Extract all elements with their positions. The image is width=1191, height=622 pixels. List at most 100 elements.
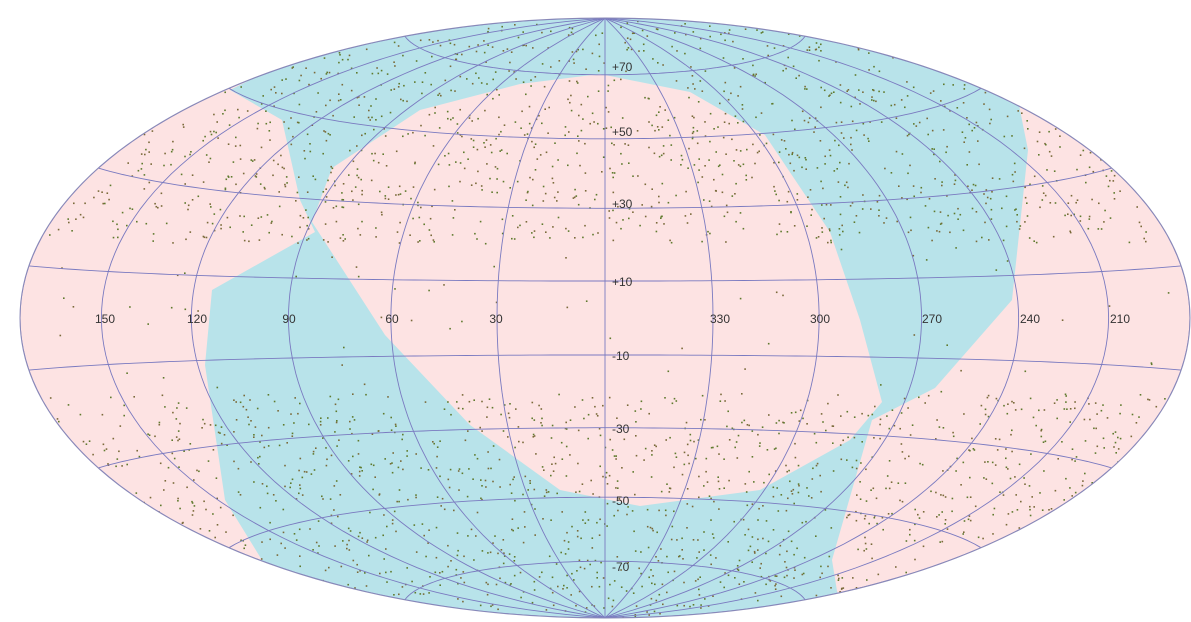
point [1012, 180, 1015, 183]
point [201, 427, 203, 429]
point [933, 148, 935, 150]
point [177, 439, 179, 442]
point [436, 455, 438, 458]
point [435, 467, 438, 469]
point [256, 127, 259, 130]
point [845, 181, 848, 184]
point [1085, 181, 1087, 184]
point [545, 231, 547, 233]
point [620, 152, 622, 155]
point [878, 194, 881, 197]
point [724, 112, 727, 115]
point [577, 429, 580, 432]
point [830, 92, 833, 95]
point [1050, 155, 1053, 157]
point [1005, 225, 1008, 228]
point [963, 88, 966, 90]
point [974, 184, 977, 187]
point [359, 570, 361, 572]
point [212, 513, 214, 515]
point [773, 161, 775, 164]
point [143, 133, 146, 136]
point [1039, 206, 1041, 209]
point [748, 470, 750, 473]
point [335, 220, 338, 223]
point [1100, 159, 1102, 161]
point [561, 511, 563, 513]
point [173, 457, 176, 460]
point [558, 60, 561, 62]
point [317, 552, 319, 554]
point [360, 178, 362, 181]
point [365, 48, 368, 51]
point [359, 234, 362, 236]
point [847, 436, 849, 439]
point [698, 169, 700, 171]
point [974, 505, 977, 508]
point [309, 143, 311, 145]
point [526, 133, 529, 135]
point [1011, 429, 1013, 432]
point [393, 88, 396, 90]
point [299, 402, 301, 405]
point [357, 453, 360, 455]
point [239, 494, 242, 496]
point [752, 73, 755, 76]
point [658, 155, 661, 158]
point [382, 534, 384, 537]
point [311, 124, 314, 126]
point [908, 455, 910, 458]
point [244, 544, 247, 546]
point [1067, 202, 1070, 204]
point [891, 409, 894, 411]
point [603, 62, 605, 64]
point [933, 210, 936, 213]
point [390, 89, 392, 91]
point [1015, 208, 1017, 210]
point [339, 99, 342, 101]
point [49, 397, 52, 399]
point [119, 425, 122, 427]
point [856, 494, 858, 496]
point [751, 176, 753, 179]
point [593, 121, 595, 123]
point [985, 478, 988, 480]
point [364, 132, 366, 135]
point [655, 28, 658, 30]
point [1029, 183, 1031, 186]
point [356, 563, 358, 566]
point [564, 427, 567, 430]
point [694, 580, 697, 582]
point [624, 143, 626, 145]
point [703, 199, 705, 201]
point [390, 570, 392, 573]
point [402, 135, 404, 138]
point [503, 124, 506, 126]
point [741, 104, 744, 106]
point [751, 503, 754, 505]
point [498, 458, 501, 461]
point [819, 474, 821, 477]
point [430, 234, 432, 237]
point [1029, 514, 1032, 517]
point [154, 435, 156, 438]
point [468, 468, 470, 470]
point [161, 394, 164, 397]
point [278, 444, 281, 447]
point [353, 419, 356, 421]
point [428, 592, 430, 594]
point [608, 210, 610, 212]
point [491, 604, 494, 606]
point [701, 90, 704, 92]
point [534, 76, 537, 78]
point [307, 237, 310, 240]
point [507, 412, 510, 415]
point [439, 44, 442, 47]
point [855, 467, 858, 470]
grid-line [604, 18, 820, 618]
point [847, 186, 849, 189]
point [508, 553, 511, 555]
point [744, 28, 747, 30]
point [431, 205, 433, 208]
point [869, 121, 871, 123]
